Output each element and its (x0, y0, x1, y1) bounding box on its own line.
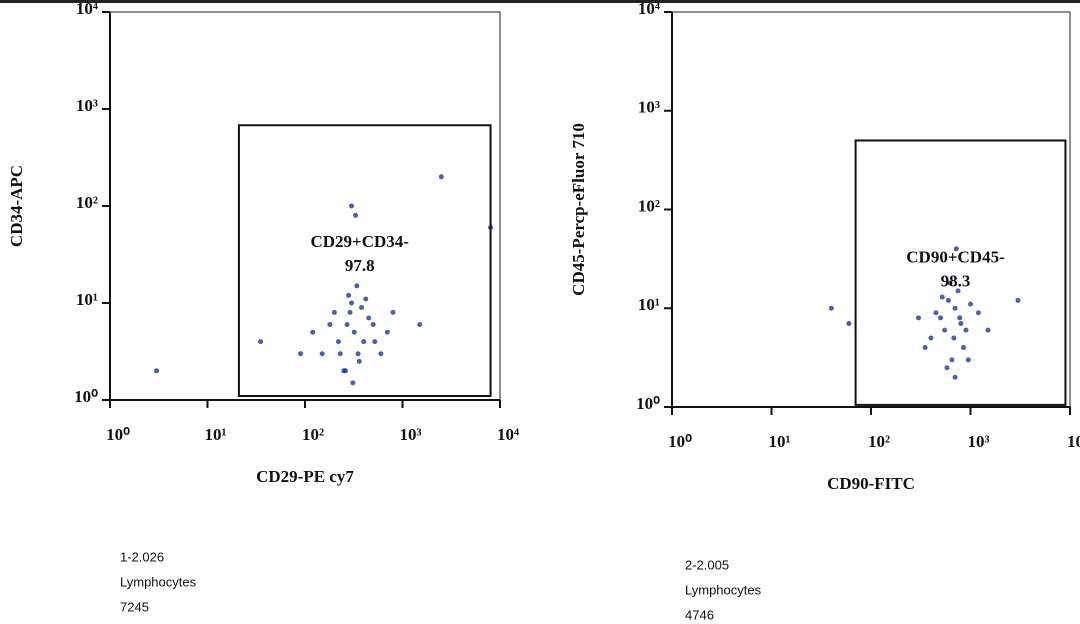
event-dot (928, 335, 934, 341)
event-dot (372, 339, 378, 345)
plot-frame (671, 11, 1071, 408)
event-dot (953, 246, 959, 252)
event-dot (828, 305, 834, 311)
event-dot (945, 297, 951, 303)
event-dot (361, 339, 367, 345)
gate-label: CD90+CD45- (906, 247, 1005, 266)
event-dot (351, 329, 357, 335)
event-dot (154, 368, 160, 374)
event-dot (258, 339, 264, 345)
event-dot (353, 212, 359, 218)
event-dot (359, 304, 365, 310)
event-dot (960, 345, 966, 351)
y-tick-label: 10⁰ (636, 394, 660, 413)
plot-frame (109, 11, 501, 401)
event-dot (319, 351, 325, 357)
y-tick-label: 10¹ (638, 295, 660, 314)
y-tick-label: 10⁴ (638, 0, 660, 18)
event-dot (346, 292, 352, 298)
x-tick-label: 10³ (967, 432, 989, 451)
event-dot (355, 351, 361, 357)
event-dot (942, 327, 948, 333)
event-dot (955, 288, 961, 294)
event-dot (349, 203, 355, 209)
y-axis-title: CD34-APC (7, 165, 26, 247)
event-dot (939, 294, 945, 300)
event-dot (378, 351, 384, 357)
gate-percent: 98.3 (941, 271, 971, 290)
event-dot (331, 309, 337, 315)
event-dot (975, 310, 981, 316)
event-dot (370, 322, 376, 328)
y-tick-label: 10² (638, 196, 660, 215)
x-axis-title: CD90-FITC (827, 474, 915, 493)
event-dot (384, 329, 390, 335)
event-dot (958, 321, 964, 327)
event-dot (985, 327, 991, 333)
x-tick-label: 10¹ (204, 425, 226, 444)
gate (237, 124, 492, 397)
footer-text: Lymphocytes (120, 574, 197, 589)
event-dot (417, 322, 423, 328)
event-dot (944, 365, 950, 371)
footer-text: 1-2.026 (120, 549, 164, 564)
event-dot (949, 357, 955, 363)
event-dot (342, 368, 348, 374)
event-dot (390, 309, 396, 315)
y-tick-label: 10² (76, 193, 98, 212)
event-dot (951, 335, 957, 341)
footer-text: 2-2.005 (685, 557, 729, 572)
event-dot (366, 315, 372, 321)
event-dot (952, 305, 958, 311)
event-dot (968, 301, 973, 307)
event-dot (298, 351, 304, 357)
event-dot (354, 283, 360, 289)
footer-text: 7245 (120, 599, 149, 614)
event-dot (337, 351, 343, 357)
event-dot (938, 315, 944, 321)
event-dot (965, 357, 971, 363)
event-dot (350, 380, 356, 386)
x-tick-label: 10⁰ (106, 425, 130, 444)
x-tick-label: 10² (302, 425, 324, 444)
top-border (0, 0, 1080, 3)
event-dot (363, 296, 369, 302)
footer-text: Lymphocytes (685, 582, 762, 597)
event-dot (947, 280, 953, 286)
event-dot (344, 322, 350, 328)
x-tick-label: 10¹ (768, 432, 790, 451)
event-dot (327, 322, 333, 328)
y-tick-label: 10¹ (76, 290, 98, 309)
x-tick-label: 10⁴ (497, 425, 519, 444)
event-dot (310, 329, 316, 335)
y-tick-label: 10⁴ (76, 0, 98, 18)
gate (854, 139, 1067, 406)
x-tick-label: 10⁴ (1067, 432, 1080, 451)
event-dot (349, 300, 355, 306)
event-dot (438, 174, 444, 180)
y-tick-label: 10⁰ (74, 387, 98, 406)
event-dot (957, 315, 963, 321)
event-dot (915, 315, 921, 321)
gate-label: CD29+CD34- (310, 232, 409, 251)
event-dot (1015, 297, 1021, 303)
gate-percent: 97.8 (345, 256, 375, 275)
event-dot (347, 309, 353, 315)
y-axis-title: CD45-Percp-eFluor 710 (569, 123, 588, 296)
event-dot (922, 345, 928, 351)
event-dot (846, 321, 852, 327)
x-tick-label: 10² (868, 432, 890, 451)
y-tick-label: 10³ (76, 96, 98, 115)
footer-text: 4746 (685, 607, 714, 622)
event-dot (356, 358, 362, 364)
x-axis-title: CD29-PE cy7 (256, 467, 354, 486)
event-dot (335, 339, 341, 345)
event-dot (963, 327, 969, 333)
x-tick-label: 10³ (399, 425, 421, 444)
x-tick-label: 10⁰ (668, 432, 692, 451)
event-dot (933, 310, 939, 316)
event-dot (952, 374, 958, 380)
y-tick-label: 10³ (638, 98, 660, 117)
